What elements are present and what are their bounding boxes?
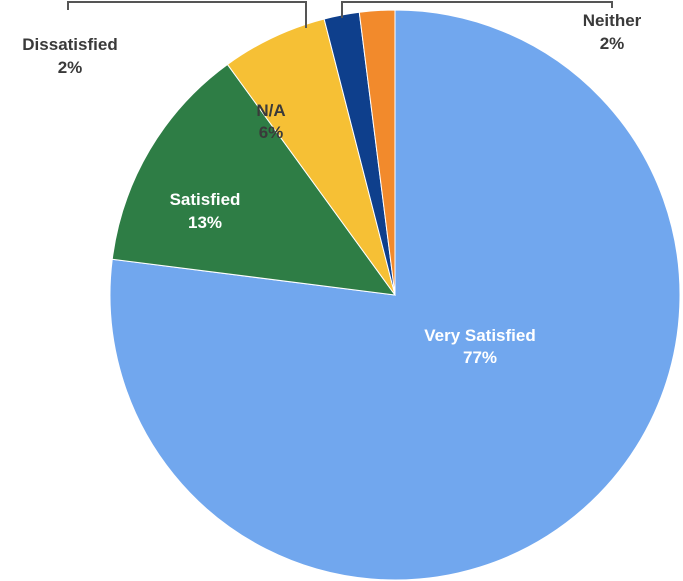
slice-value-neither: 2%: [600, 34, 625, 53]
slice-label-n-a: N/A: [256, 101, 285, 120]
slice-value-very-satisfied: 77%: [463, 348, 497, 367]
pie-slice-neither: [358, 9, 396, 296]
leader-lines: [67, 1, 613, 28]
slice-value-dissatisfied: 2%: [58, 58, 83, 77]
slice-label-neither: Neither: [583, 11, 642, 30]
pie-slices: [109, 9, 681, 581]
leader-line-dissatisfied: [67, 1, 307, 28]
slice-label-very-satisfied: Very Satisfied: [424, 326, 536, 345]
slice-value-satisfied: 13%: [188, 213, 222, 232]
slice-labels: Very Satisfied 77% Satisfied 13% N/A 6% Dissat…: [22, 11, 641, 367]
slice-label-satisfied: Satisfied: [170, 190, 241, 209]
pie-slice-satisfied: [111, 63, 397, 296]
leader-line-neither: [341, 1, 613, 18]
slice-value-n-a: 6%: [259, 123, 284, 142]
slice-label-dissatisfied: Dissatisfied: [22, 35, 117, 54]
